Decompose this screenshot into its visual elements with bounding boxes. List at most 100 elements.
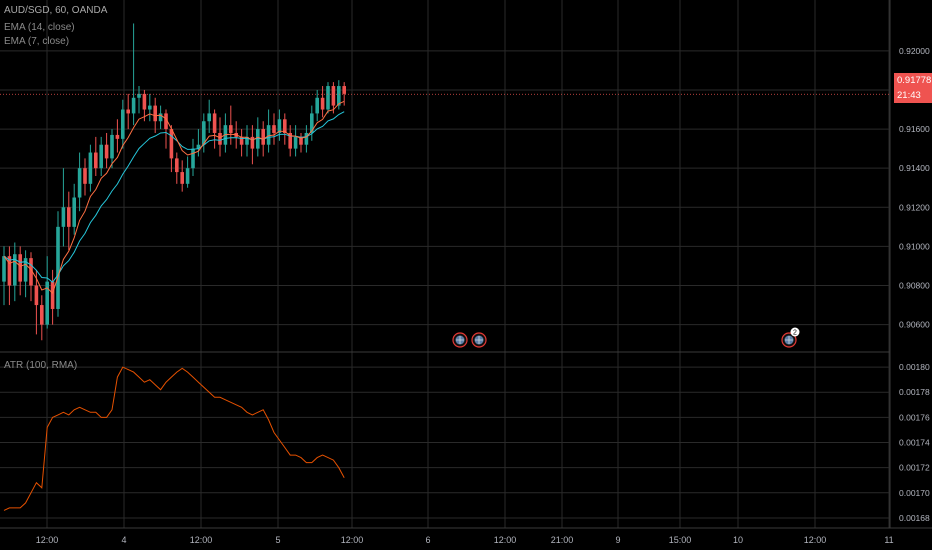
price-tick-label: 0.90600 (899, 320, 930, 330)
candle[interactable] (164, 109, 168, 149)
candle[interactable] (315, 89, 319, 122)
candle[interactable] (337, 80, 341, 110)
candle[interactable] (212, 109, 217, 149)
candle[interactable] (56, 211, 60, 317)
candle[interactable] (83, 158, 87, 196)
candle[interactable] (34, 269, 39, 335)
candle-body (326, 86, 330, 110)
symbol-legend[interactable]: AUD/SGD, 60, OANDA (4, 5, 107, 16)
candle[interactable] (126, 93, 130, 130)
candle[interactable] (304, 125, 309, 153)
candle[interactable] (277, 109, 282, 141)
candle[interactable] (7, 246, 12, 306)
candle[interactable] (110, 129, 114, 169)
event-markers[interactable]: 2 (452, 327, 800, 348)
price-tick-label: 0.91200 (899, 202, 930, 212)
candle[interactable] (331, 82, 336, 114)
candle[interactable] (2, 246, 6, 306)
candle[interactable] (99, 136, 103, 176)
candle[interactable] (67, 191, 71, 251)
candle[interactable] (61, 168, 66, 247)
candle[interactable] (29, 252, 33, 302)
symbol-label: AUD/SGD, 60, OANDA (4, 5, 108, 16)
candle[interactable] (223, 113, 228, 153)
candle[interactable] (13, 242, 17, 302)
time-tick-label: 12:00 (341, 535, 364, 545)
candle[interactable] (142, 89, 147, 122)
candle-body (45, 281, 49, 325)
candle[interactable] (50, 269, 55, 325)
event-count-badge: 2 (790, 327, 800, 337)
candle[interactable] (250, 125, 255, 165)
candle[interactable] (18, 246, 22, 296)
candle[interactable] (272, 113, 276, 145)
candle[interactable] (72, 183, 76, 235)
candle[interactable] (185, 156, 190, 188)
candle-body (202, 121, 206, 145)
atr-legend[interactable]: ATR (100, RMA) (4, 360, 78, 371)
candle[interactable] (207, 99, 211, 133)
candle-body (239, 136, 244, 145)
price-tick-label: 0.90800 (899, 281, 930, 291)
candle[interactable] (283, 113, 287, 145)
candle-body (229, 125, 233, 133)
candle[interactable] (229, 105, 233, 145)
candle[interactable] (180, 160, 184, 192)
candle[interactable] (40, 295, 44, 341)
candle[interactable] (293, 125, 298, 157)
candle[interactable] (45, 256, 49, 329)
candle[interactable] (288, 125, 292, 157)
candle-body (23, 258, 28, 282)
candle[interactable] (218, 117, 222, 157)
candle[interactable] (169, 125, 174, 173)
last-price-tag: 0.91778 (894, 73, 932, 88)
candle[interactable] (175, 152, 179, 184)
candle[interactable] (202, 113, 206, 153)
time-tick-label: 12:00 (804, 535, 827, 545)
candle[interactable] (310, 105, 314, 141)
candle[interactable] (158, 105, 163, 130)
candle-body (61, 207, 66, 227)
price-axis[interactable]: 0.920000.918000.916000.914000.912000.910… (899, 46, 930, 523)
candle[interactable] (320, 86, 325, 118)
candle[interactable] (191, 138, 195, 176)
economic-event-icon[interactable]: 2 (781, 327, 800, 348)
candle-body (2, 256, 6, 282)
candle-body (212, 113, 217, 133)
candle-body (115, 134, 120, 139)
candle[interactable] (77, 152, 82, 212)
ema14-line (3, 111, 345, 283)
price-tick-label: 0.91400 (899, 163, 930, 173)
candle[interactable] (23, 250, 28, 298)
ema14-legend[interactable]: EMA (14, close) (4, 22, 75, 33)
atr-line (3, 366, 345, 511)
grid (0, 0, 932, 529)
candle[interactable] (239, 129, 244, 157)
price-tick-label: 0.91000 (899, 241, 930, 251)
bar-countdown-tag: 21:43 (894, 88, 932, 103)
economic-event-icon[interactable] (471, 332, 487, 348)
candle[interactable] (148, 93, 152, 122)
candle-body (299, 136, 303, 145)
economic-event-icon[interactable] (452, 332, 468, 348)
candle[interactable] (94, 136, 98, 176)
time-tick-label: 12:00 (494, 535, 517, 545)
candle[interactable] (104, 132, 109, 169)
candle[interactable] (196, 129, 201, 157)
candle-body (288, 132, 292, 149)
candle[interactable] (266, 109, 271, 153)
candle-body (207, 113, 211, 122)
candle[interactable] (137, 86, 141, 114)
candle[interactable] (121, 99, 125, 149)
atr-tick-label: 0.00178 (899, 387, 930, 397)
candle[interactable] (131, 23, 136, 126)
candle[interactable] (326, 82, 330, 114)
candle[interactable] (88, 144, 93, 192)
ema7-legend[interactable]: EMA (7, close) (4, 36, 70, 47)
time-axis[interactable]: 12:00 4 12:00 5 12:00 6 12:00 21:00 9 15:00 10 12:0… (36, 535, 894, 545)
candles[interactable] (2, 23, 346, 341)
candle[interactable] (115, 119, 120, 153)
candle[interactable] (299, 132, 303, 153)
candle[interactable] (245, 125, 249, 157)
